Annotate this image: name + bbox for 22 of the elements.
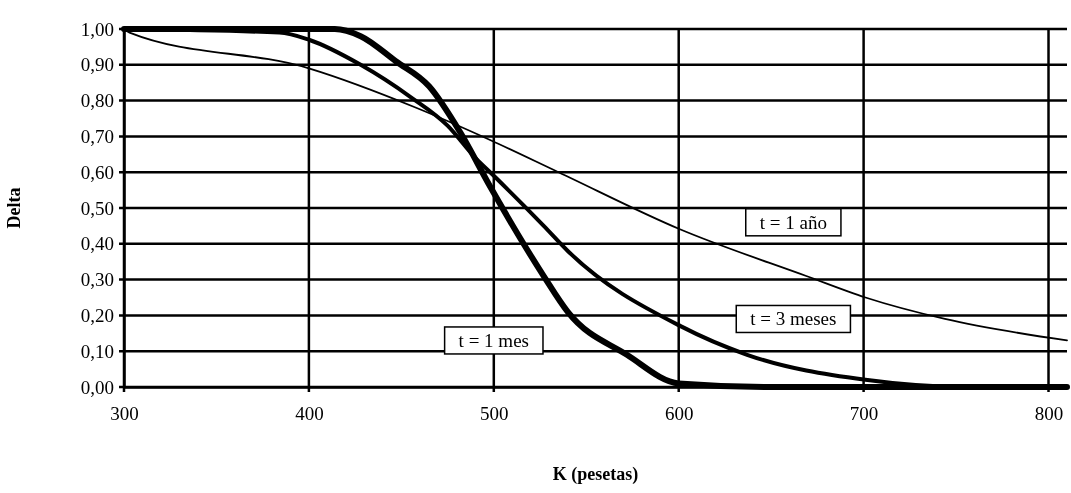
x-tick-label: 800 — [1034, 403, 1064, 425]
y-tick-label: 1,00 — [80, 18, 114, 40]
x-tick-label: 500 — [480, 403, 509, 425]
x-tick-label: 300 — [110, 403, 139, 425]
y-tick-label: 0,30 — [80, 269, 114, 291]
y-tick-label: 0,90 — [80, 54, 114, 76]
y-tick-label: 0,80 — [80, 90, 114, 112]
x-tick-label: 400 — [295, 403, 324, 425]
x-tick-label: 600 — [664, 403, 694, 425]
y-tick-label: 0,60 — [80, 161, 114, 183]
y-tick-label: 0,10 — [80, 340, 114, 362]
x-axis-title: K (pesetas) — [552, 464, 639, 485]
series-label: t = 1 año — [759, 211, 827, 233]
series-label: t = 3 meses — [750, 308, 837, 330]
y-axis-title: Delta — [4, 187, 24, 229]
x-tick-label: 700 — [849, 403, 879, 425]
y-tick-label: 0,50 — [80, 197, 114, 219]
y-tick-label: 0,00 — [80, 376, 114, 398]
text: t = 1 mes — [458, 329, 529, 351]
y-tick-label: 0,70 — [80, 125, 114, 147]
y-tick-label: 0,20 — [80, 304, 114, 326]
y-tick-label: 0,40 — [80, 233, 114, 255]
